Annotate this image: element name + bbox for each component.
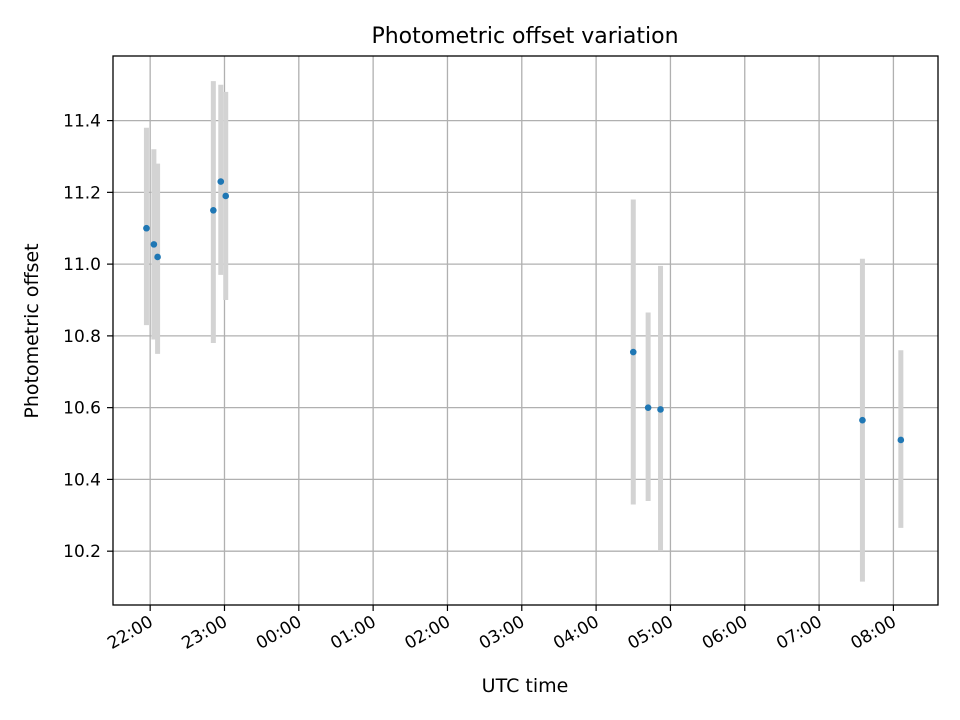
x-tick-label: 00:00: [253, 612, 305, 654]
data-point: [210, 206, 217, 214]
x-tick-label: 23:00: [179, 612, 231, 654]
error-bars: [143, 81, 904, 582]
data-points: [143, 178, 905, 444]
data-point: [629, 348, 637, 356]
x-tick-label: 06:00: [699, 612, 751, 654]
data-point: [154, 253, 161, 261]
x-tick-label: 08:00: [847, 612, 899, 654]
chart-title: Photometric offset variation: [371, 24, 678, 49]
x-tick-label: 01:00: [327, 612, 379, 654]
y-tick-label: 11.4: [63, 112, 101, 132]
y-tick-label: 11.2: [63, 183, 101, 203]
y-tick-label: 10.2: [63, 542, 101, 562]
data-point: [897, 436, 905, 444]
data-point: [644, 404, 652, 411]
data-point: [222, 192, 230, 200]
y-tick-label: 11.0: [63, 255, 101, 275]
x-tick-label: 22:00: [104, 612, 156, 654]
x-tick-label: 04:00: [550, 612, 602, 654]
y-axis-label: Photometric offset: [21, 243, 43, 418]
x-tick-label: 02:00: [402, 612, 454, 654]
x-tick-label: 03:00: [476, 612, 528, 654]
x-axis: 22:00 23:00 00:00 01:00 02:00 03:00 04:00 05:00…: [104, 605, 900, 654]
x-axis-label: UTC time: [482, 675, 569, 697]
data-point: [859, 416, 866, 424]
x-tick-label: 07:00: [773, 612, 825, 654]
y-axis: 10.2 10.4 10.6 10.8 11.0 11.2 11.4: [63, 112, 113, 562]
data-point: [150, 241, 158, 248]
data-point: [657, 406, 664, 413]
y-tick-label: 10.8: [63, 327, 101, 347]
y-tick-label: 10.6: [63, 399, 101, 419]
plot-frame: [112, 55, 939, 606]
grid: [113, 56, 938, 605]
data-point: [217, 178, 225, 185]
data-point: [143, 224, 150, 232]
y-tick-label: 10.4: [63, 470, 101, 490]
x-tick-label: 05:00: [624, 612, 676, 654]
